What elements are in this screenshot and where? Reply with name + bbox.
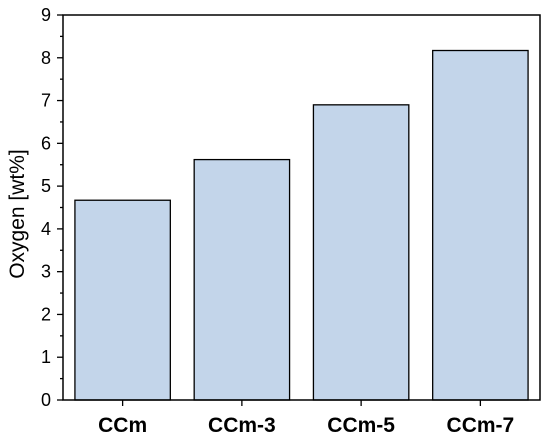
- plot-frame: [62, 14, 541, 401]
- y-tick-label: 9: [41, 5, 51, 25]
- bars-group: [74, 49, 529, 401]
- bar-ccm-7: [432, 49, 529, 401]
- y-tick-label: 7: [41, 91, 51, 111]
- bar-ccm-3: [193, 158, 291, 401]
- y-tick-label: 8: [41, 48, 51, 68]
- x-axis-ticks: CCm CCm-3 CCm-5 CCm-7: [98, 400, 514, 437]
- x-tick-label: CCm-7: [447, 414, 515, 437]
- y-tick-label: 6: [41, 133, 51, 153]
- y-tick-label: 1: [41, 347, 51, 367]
- bar-ccm-5: [312, 104, 410, 401]
- y-tick-label: 2: [41, 304, 51, 324]
- y-axis-ticks: 0 1 2 3 4 5 6 7 8 9: [41, 5, 63, 410]
- bar-ccm: [74, 199, 171, 401]
- x-tick-label: CCm-3: [208, 414, 276, 437]
- x-tick-label: CCm-5: [327, 414, 395, 437]
- y-axis-title: Oxygen [wt%]: [6, 149, 29, 279]
- x-tick-label: CCm: [98, 414, 147, 437]
- y-tick-label: 3: [41, 262, 51, 282]
- y-tick-label: 4: [41, 219, 51, 239]
- y-tick-label: 0: [41, 390, 51, 410]
- y-tick-label: 5: [41, 176, 51, 196]
